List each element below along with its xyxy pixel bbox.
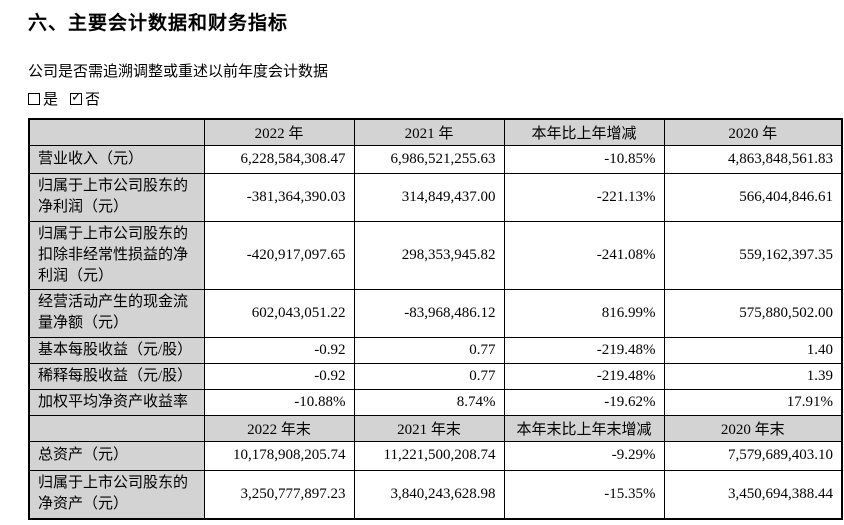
table-row-diluted-eps: 稀释每股收益（元/股） -0.92 0.77 -219.48% 1.39: [28, 362, 843, 390]
cell-yoy-change: -241.08%: [503, 220, 665, 290]
checkbox-no-label: 否: [85, 92, 101, 108]
checkbox-checked-icon: ✓: [70, 89, 83, 105]
header-cell-2022: 2022 年: [203, 118, 355, 146]
checkbox-unchecked-icon: [28, 92, 40, 105]
row-label: 经营活动产生的现金流量净额（元）: [28, 288, 205, 338]
cell-2021: 314,849,437.00: [353, 172, 505, 222]
header-cell-yoy-change: 本年比上年增减: [503, 118, 665, 146]
cell-2021: 11,221,500,208.74: [353, 440, 505, 471]
cell-yoy-change: -219.48%: [503, 362, 665, 390]
row-label: 归属于上市公司股东的净资产（元）: [28, 469, 205, 520]
checkbox-no: ✓ 否: [70, 88, 100, 109]
row-label: 归属于上市公司股东的净利润（元）: [28, 172, 205, 222]
table-row-net-profit: 归属于上市公司股东的净利润（元） -381,364,390.03 314,849…: [28, 172, 843, 222]
cell-2021: 6,986,521,255.63: [353, 144, 505, 174]
restatement-answer: 是 ✓ 否: [28, 88, 100, 109]
table-row-operating-cash-flow: 经营活动产生的现金流量净额（元） 602,043,051.22 -83,968,…: [28, 288, 843, 338]
cell-yoy-change: 816.99%: [503, 288, 665, 338]
cell-2020: 4,863,848,561.83: [663, 144, 843, 174]
cell-2021: 0.77: [353, 336, 505, 364]
cell-2022: 10,178,908,205.74: [203, 440, 355, 471]
header-cell-2022-eoy: 2022 年末: [203, 414, 355, 442]
row-label: 总资产（元）: [28, 440, 205, 471]
cell-yoy-change: -10.85%: [503, 144, 665, 174]
header-cell-blank: [28, 414, 205, 442]
cell-2022: -0.92: [203, 362, 355, 390]
checkbox-yes: 是: [28, 88, 58, 109]
row-label: 归属于上市公司股东的扣除非经常性损益的净利润（元）: [28, 220, 205, 290]
header-cell-blank: [28, 118, 205, 146]
cell-2020: 1.39: [663, 362, 843, 390]
row-label: 稀释每股收益（元/股）: [28, 362, 205, 390]
cell-2022: -0.92: [203, 336, 355, 364]
cell-2022: -381,364,390.03: [203, 172, 355, 222]
table-row-revenue: 营业收入（元） 6,228,584,308.47 6,986,521,255.6…: [28, 144, 843, 174]
cell-yoy-change: -15.35%: [503, 469, 665, 520]
table-row-net-profit-excl-nonrecurring: 归属于上市公司股东的扣除非经常性损益的净利润（元） -420,917,097.6…: [28, 220, 843, 290]
cell-2020: 17.91%: [663, 388, 843, 416]
table-row-weighted-avg-roe: 加权平均净资产收益率 -10.88% 8.74% -19.62% 17.91%: [28, 388, 843, 416]
financial-indicators-table: 2022 年 2021 年 本年比上年增减 2020 年 营业收入（元） 6,2…: [28, 118, 843, 520]
cell-2022: 6,228,584,308.47: [203, 144, 355, 174]
table-row-net-assets: 归属于上市公司股东的净资产（元） 3,250,777,897.23 3,840,…: [28, 469, 843, 520]
cell-2021: 0.77: [353, 362, 505, 390]
cell-2020: 3,450,694,388.44: [663, 469, 843, 520]
cell-2021: 8.74%: [353, 388, 505, 416]
cell-2022: -10.88%: [203, 388, 355, 416]
cell-2020: 1.40: [663, 336, 843, 364]
cell-2020: 7,579,689,403.10: [663, 440, 843, 471]
table-row-total-assets: 总资产（元） 10,178,908,205.74 11,221,500,208.…: [28, 440, 843, 471]
cell-2020: 559,162,397.35: [663, 220, 843, 290]
cell-yoy-change: -219.48%: [503, 336, 665, 364]
cell-yoy-change: -221.13%: [503, 172, 665, 222]
cell-2021: -83,968,486.12: [353, 288, 505, 338]
cell-2021: 298,353,945.82: [353, 220, 505, 290]
table-header-end-of-year: 2022 年末 2021 年末 本年末比上年末增减 2020 年末: [28, 414, 843, 442]
row-label: 加权平均净资产收益率: [28, 388, 205, 416]
cell-2022: 3,250,777,897.23: [203, 469, 355, 520]
cell-2022: -420,917,097.65: [203, 220, 355, 290]
header-cell-2021: 2021 年: [353, 118, 505, 146]
header-cell-eoy-change: 本年末比上年末增减: [503, 414, 665, 442]
section-title: 六、主要会计数据和财务指标: [28, 13, 289, 34]
table-header-annual: 2022 年 2021 年 本年比上年增减 2020 年: [28, 118, 843, 146]
check-icon: ✓: [71, 89, 82, 105]
header-cell-2020: 2020 年: [663, 118, 843, 146]
checkbox-yes-label: 是: [43, 92, 59, 108]
cell-2020: 575,880,502.00: [663, 288, 843, 338]
table-row-basic-eps: 基本每股收益（元/股） -0.92 0.77 -219.48% 1.40: [28, 336, 843, 364]
cell-yoy-change: -9.29%: [503, 440, 665, 471]
cell-2020: 566,404,846.61: [663, 172, 843, 222]
header-cell-2021-eoy: 2021 年末: [353, 414, 505, 442]
header-cell-2020-eoy: 2020 年末: [663, 414, 843, 442]
restatement-question: 公司是否需追溯调整或重述以前年度会计数据: [28, 64, 329, 80]
cell-2022: 602,043,051.22: [203, 288, 355, 338]
cell-2021: 3,840,243,628.98: [353, 469, 505, 520]
cell-yoy-change: -19.62%: [503, 388, 665, 416]
row-label: 基本每股收益（元/股）: [28, 336, 205, 364]
row-label: 营业收入（元）: [28, 144, 205, 174]
